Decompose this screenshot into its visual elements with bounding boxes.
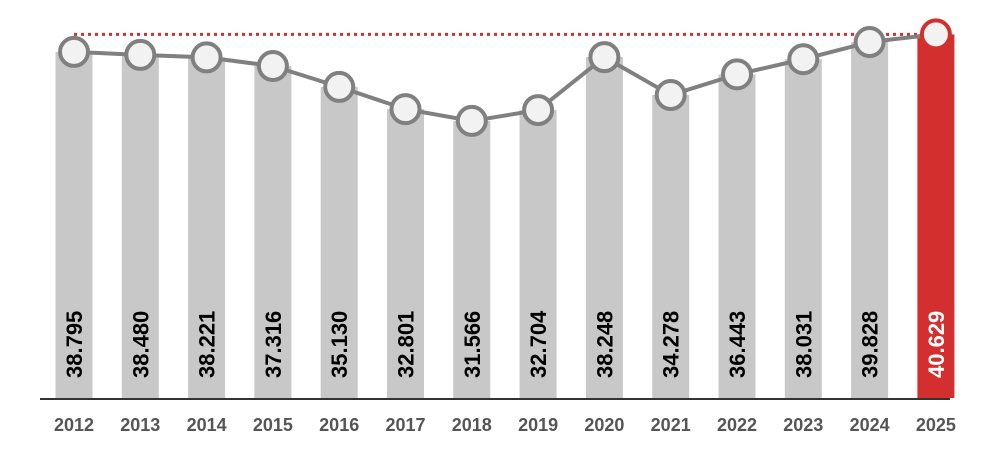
marker-2019 <box>522 94 555 127</box>
x-tick-label-2012: 2012 <box>54 415 94 435</box>
x-tick-label-2015: 2015 <box>253 415 293 435</box>
value-label-2015: 37.316 <box>261 311 286 378</box>
value-label-2024: 39.828 <box>858 311 883 378</box>
marker-2014 <box>190 41 223 74</box>
marker-2018 <box>455 104 488 137</box>
bar-2014 <box>188 57 226 398</box>
bar-2021 <box>652 95 690 398</box>
value-label-2023: 38.031 <box>791 311 816 378</box>
bar-2019 <box>519 110 557 398</box>
x-tick-label-2014: 2014 <box>187 415 227 435</box>
value-label-2012: 38.795 <box>62 311 87 378</box>
x-tick-labels-group: 2012 2013 2014 2015 2016 2017 2018 2019 2020 2021… <box>54 415 956 435</box>
bar-2012 <box>55 51 93 399</box>
bars-group <box>55 34 955 399</box>
marker-2024 <box>853 26 886 59</box>
x-tick-label-2016: 2016 <box>319 415 359 435</box>
value-label-2014: 38.221 <box>195 311 220 378</box>
bar-2017 <box>387 109 424 399</box>
x-tick-label-2013: 2013 <box>120 415 160 435</box>
value-label-2022: 36.443 <box>725 311 750 378</box>
value-label-2025: 40.629 <box>924 311 949 378</box>
bar-2025 <box>917 34 955 398</box>
bar-2016 <box>320 86 358 398</box>
x-tick-label-2023: 2023 <box>783 415 823 435</box>
marker-2017 <box>389 93 422 126</box>
value-label-2017: 32.801 <box>394 311 419 378</box>
x-tick-label-2019: 2019 <box>518 415 558 435</box>
value-label-2016: 35.130 <box>327 311 352 378</box>
markers-group <box>58 18 952 137</box>
bar-2024 <box>851 42 889 399</box>
marker-2016 <box>323 70 356 103</box>
x-tick-label-2022: 2022 <box>717 415 757 435</box>
bar-2023 <box>784 59 822 399</box>
marker-2015 <box>256 50 289 83</box>
x-tick-label-2017: 2017 <box>385 415 425 435</box>
marker-2023 <box>787 43 820 76</box>
marker-2025 <box>919 18 952 51</box>
bar-2015 <box>254 66 292 399</box>
marker-2013 <box>124 38 157 71</box>
marker-2021 <box>654 79 687 112</box>
bar-2018 <box>453 120 491 399</box>
x-tick-label-2018: 2018 <box>452 415 492 435</box>
marker-2020 <box>588 41 621 74</box>
value-label-2021: 34.278 <box>659 311 684 378</box>
marker-2012 <box>58 35 90 68</box>
value-label-2020: 38.248 <box>592 311 617 378</box>
bar-2022 <box>718 74 756 398</box>
value-label-2018: 31.566 <box>460 311 485 378</box>
x-tick-label-2020: 2020 <box>584 415 624 435</box>
bar-2020 <box>585 57 623 399</box>
x-tick-label-2025: 2025 <box>916 415 956 435</box>
value-labels-group: 38.795 38.480 38.221 37.316 35.130 32.801 31.5… <box>62 310 949 378</box>
value-label-2013: 38.480 <box>128 311 153 378</box>
x-tick-label-2024: 2024 <box>850 415 890 435</box>
bar-2013 <box>121 54 159 398</box>
value-label-2019: 32.704 <box>526 310 551 378</box>
marker-2022 <box>721 58 753 91</box>
x-tick-label-2021: 2021 <box>651 415 691 435</box>
